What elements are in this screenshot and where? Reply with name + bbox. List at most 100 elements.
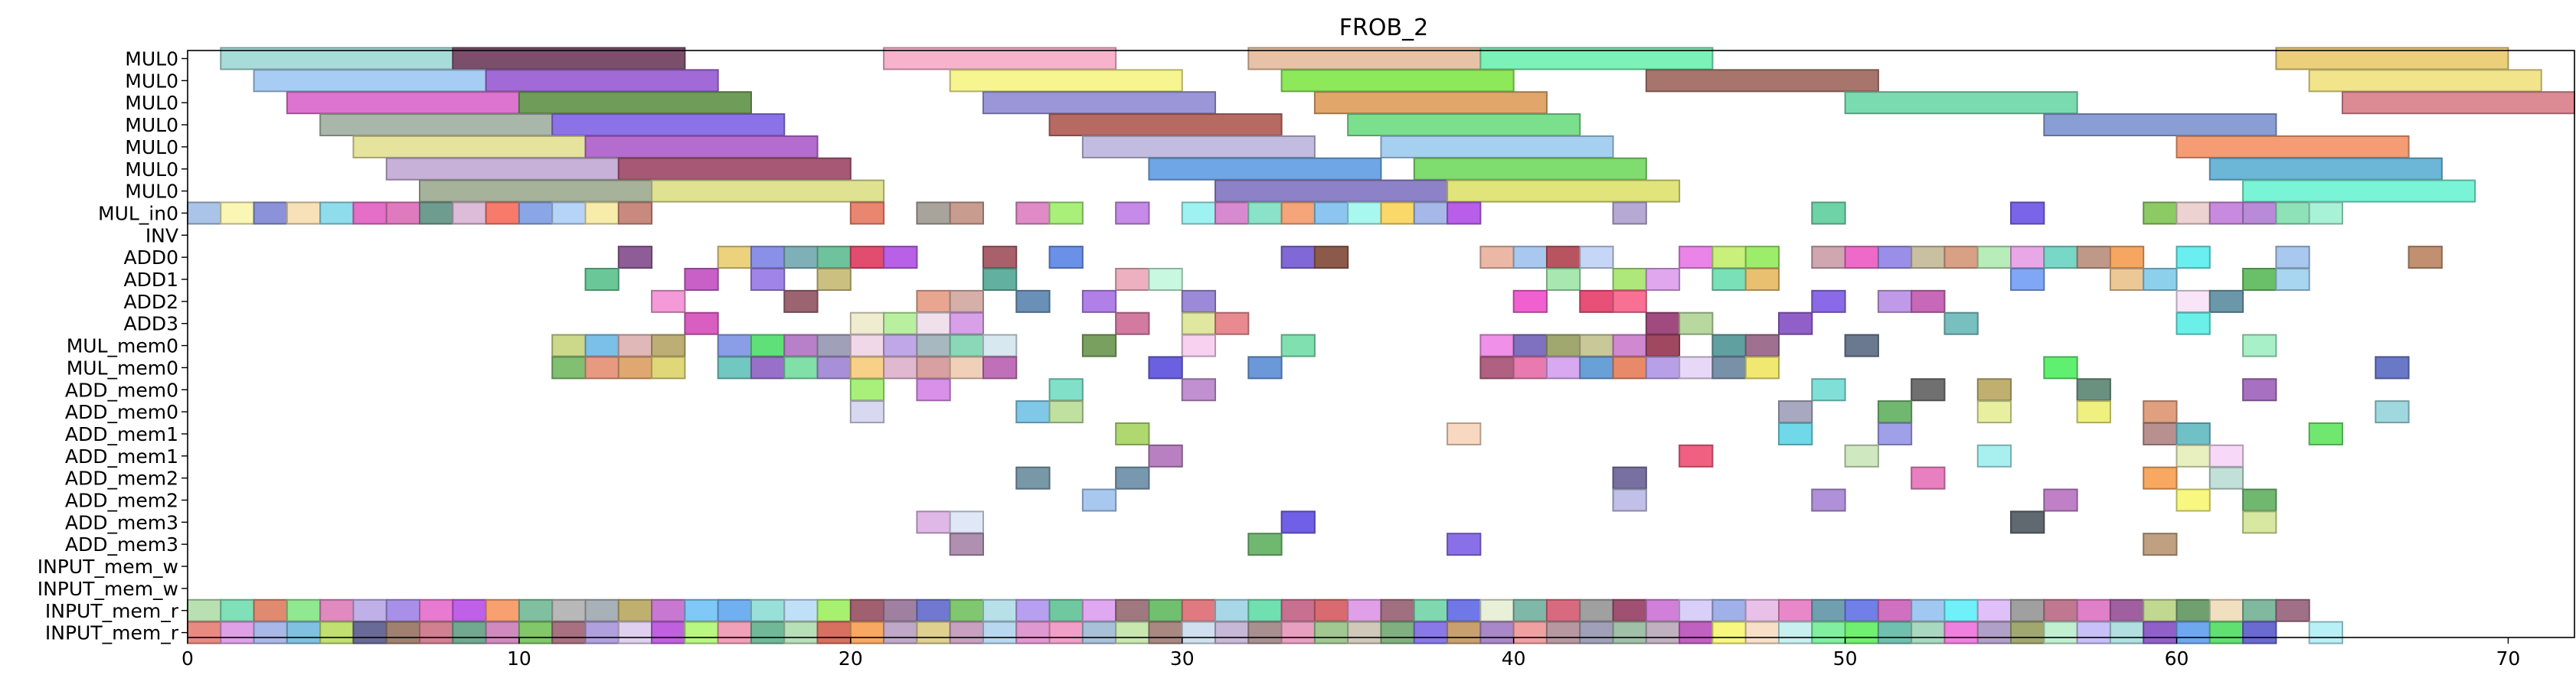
- task-bar: [485, 621, 520, 644]
- task-bar: [2176, 488, 2211, 512]
- y-tick-label: ADD1: [123, 269, 178, 291]
- task-bar: [849, 378, 885, 402]
- task-bar: [1911, 621, 1946, 644]
- task-bar: [1148, 598, 1183, 622]
- task-bar: [883, 246, 918, 269]
- task-bar: [584, 268, 619, 291]
- task-bar: [1447, 621, 1482, 644]
- task-bar: [1447, 598, 1482, 622]
- task-bar: [551, 201, 587, 225]
- task-bar: [1148, 444, 1183, 468]
- task-bar: [1778, 598, 1813, 622]
- task-bar: [1479, 356, 1515, 380]
- task-bar: [2242, 378, 2277, 402]
- task-bar: [1911, 246, 1946, 269]
- task-bar: [352, 201, 387, 225]
- task-bar: [485, 598, 520, 622]
- task-bar: [1280, 334, 1316, 357]
- task-bar: [518, 621, 554, 644]
- task-bar: [1612, 334, 1647, 357]
- task-bar: [1512, 621, 1548, 644]
- task-bar: [1877, 289, 1913, 313]
- task-bar: [319, 598, 355, 622]
- task-bar: [717, 356, 752, 380]
- task-bar: [1181, 621, 1217, 644]
- task-bar: [1877, 246, 1913, 269]
- task-bar: [2143, 598, 2178, 622]
- task-bar: [916, 356, 951, 380]
- task-bar: [1976, 400, 2012, 424]
- task-bar: [1679, 621, 1714, 644]
- task-bar: [750, 356, 786, 380]
- task-bar: [1943, 598, 1979, 622]
- task-bar: [883, 621, 918, 644]
- task-bar: [982, 91, 1217, 115]
- task-bar: [1612, 356, 1647, 380]
- task-bar: [2208, 444, 2244, 468]
- task-bar: [1479, 334, 1515, 357]
- task-bar: [783, 356, 819, 380]
- task-bar: [750, 268, 786, 291]
- task-bar: [1148, 356, 1183, 380]
- task-bar: [2010, 510, 2045, 534]
- task-bar: [1048, 621, 1084, 644]
- y-tick-label: ADD_mem3: [65, 511, 178, 533]
- task-bar: [1048, 201, 1084, 225]
- task-bar: [2341, 91, 2575, 115]
- task-bar: [1214, 179, 1449, 203]
- task-bar: [651, 356, 686, 380]
- task-bar: [419, 179, 653, 203]
- task-bar: [916, 289, 951, 313]
- task-bar: [187, 621, 222, 644]
- task-bar: [949, 311, 985, 335]
- task-bar: [1048, 378, 1084, 402]
- task-bar: [1214, 311, 1250, 335]
- x-tick-label: 40: [1502, 647, 1526, 670]
- task-bar: [849, 311, 885, 335]
- task-bar: [750, 598, 786, 622]
- task-bar: [1115, 311, 1150, 335]
- task-bar: [1711, 356, 1747, 380]
- y-tick-label: MUL_mem0: [67, 335, 178, 357]
- y-tick-label: MUL0: [125, 70, 178, 92]
- task-bar: [1976, 246, 2012, 269]
- task-bar: [1778, 400, 1813, 424]
- task-bar: [816, 621, 852, 644]
- x-tick-label: 10: [507, 647, 531, 670]
- x-tick-label: 30: [1170, 647, 1195, 670]
- task-bar: [2010, 268, 2045, 291]
- task-bar: [2208, 598, 2244, 622]
- task-bar: [1744, 598, 1780, 622]
- task-bar: [2208, 157, 2443, 181]
- task-bar: [1711, 621, 1747, 644]
- task-bar: [1214, 621, 1250, 644]
- task-bar: [1545, 621, 1581, 644]
- y-tick-label: ADD2: [123, 291, 178, 313]
- task-bar: [1877, 621, 1913, 644]
- task-bar: [518, 91, 752, 115]
- task-bar: [2143, 621, 2178, 644]
- task-bar: [1877, 422, 1913, 445]
- task-bar: [1214, 201, 1250, 225]
- task-bar: [1976, 444, 2012, 468]
- task-bar: [916, 201, 951, 225]
- task-bar: [2143, 201, 2178, 225]
- task-bar: [1280, 510, 1316, 534]
- task-bar: [1579, 289, 1614, 313]
- task-bar: [1447, 179, 1681, 203]
- y-tick-label: ADD_mem0: [65, 379, 178, 401]
- task-bar: [1811, 246, 1846, 269]
- task-bar: [783, 334, 819, 357]
- task-bar: [2275, 268, 2310, 291]
- task-bar: [2143, 400, 2178, 424]
- task-bar: [1181, 598, 1217, 622]
- task-bar: [1645, 621, 1681, 644]
- task-bar: [717, 334, 752, 357]
- task-bar: [2176, 422, 2211, 445]
- task-bar: [253, 69, 487, 93]
- task-bar: [2208, 201, 2244, 225]
- task-bar: [1844, 334, 1879, 357]
- task-bar: [1579, 334, 1614, 357]
- task-bar: [2010, 598, 2045, 622]
